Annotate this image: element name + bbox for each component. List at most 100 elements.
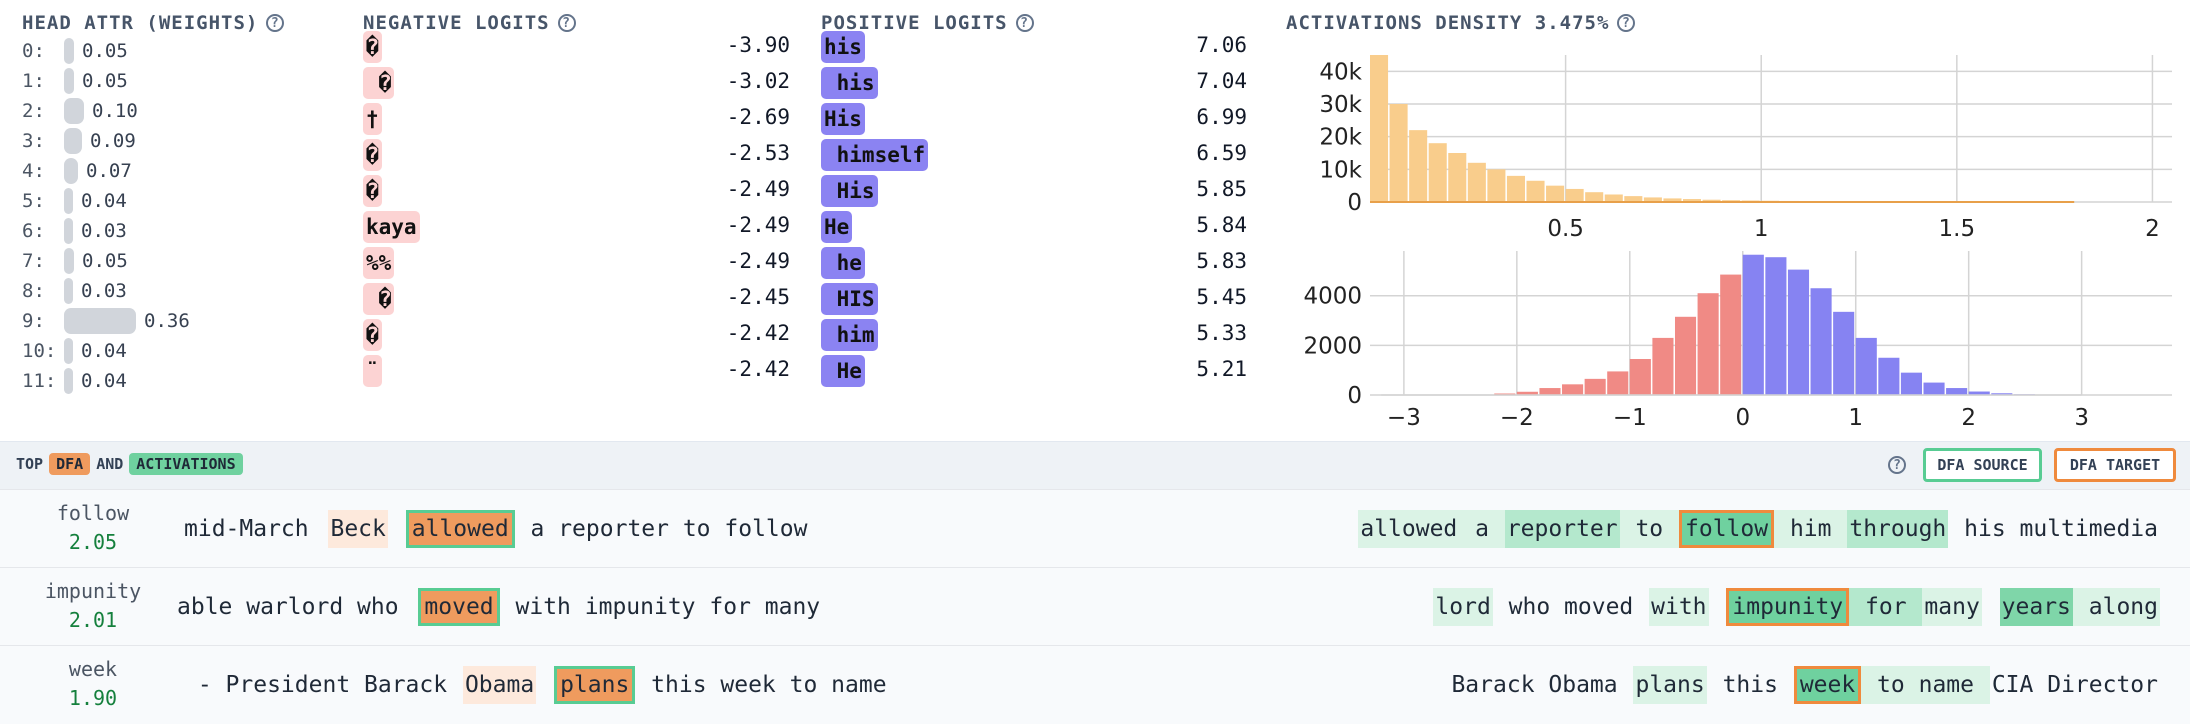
positive-logit-row: He — [821, 353, 865, 389]
target-token: a — [1459, 510, 1505, 548]
head-weight-bar — [64, 98, 84, 124]
head-weight-bar — [64, 368, 73, 394]
source-token: - President Barack — [182, 666, 463, 704]
target-token: years — [2000, 588, 2073, 626]
negative-logit-value: -2.45 — [700, 285, 790, 309]
source-token: with impunity for many — [500, 588, 823, 626]
negative-token: kaya — [363, 211, 420, 243]
head-attr-row: 10:0.04 — [22, 336, 127, 366]
head-index: 10: — [22, 340, 64, 362]
x-tick-label: −2 — [1500, 405, 1534, 431]
target-token: to name — [1861, 666, 1990, 704]
dfa-target-context: lord who moved with impunity for many ye… — [1433, 588, 2160, 626]
target-token: CIA Director — [1990, 666, 2160, 704]
head-weight-value: 0.04 — [81, 190, 127, 212]
histogram-bar — [1487, 169, 1505, 202]
negative-logit-value: -2.49 — [700, 249, 790, 273]
head-weight-bar — [64, 68, 74, 94]
head-attr-row: 0:0.05 — [22, 36, 128, 66]
y-tick-label: 30k — [1319, 92, 1362, 118]
positive-logit-value: 7.04 — [1157, 69, 1247, 93]
positive-logit-row: His — [821, 173, 878, 209]
positive-logit-value: 5.83 — [1157, 249, 1247, 273]
histogram-bar — [1946, 388, 1967, 395]
help-icon[interactable]: ? — [558, 14, 576, 32]
histogram-bar — [1585, 192, 1603, 202]
negative-logit-row: � — [363, 29, 382, 65]
head-index: 6: — [22, 220, 64, 242]
help-icon[interactable]: ? — [266, 14, 284, 32]
positive-logit-row: he — [821, 245, 865, 281]
source-token: able warlord who — [175, 588, 401, 626]
positive-logit-row: His — [821, 101, 865, 137]
dfa-target-button[interactable]: DFA TARGET — [2054, 448, 2176, 482]
help-icon[interactable]: ? — [1617, 14, 1635, 32]
histogram-bar — [1562, 384, 1583, 395]
dfa-activation-value: 2.01 — [18, 608, 168, 632]
x-tick-label: 2 — [1961, 405, 1976, 431]
dfa-source-button[interactable]: DFA SOURCE — [1923, 448, 2042, 482]
histogram-bar — [1526, 181, 1544, 202]
positive-token: him — [821, 319, 878, 351]
x-tick-label: 3 — [2074, 405, 2089, 431]
positive-logit-value: 5.45 — [1157, 285, 1247, 309]
positive-logit-row: his — [821, 29, 865, 65]
head-weight-bar — [64, 128, 82, 154]
head-attr-row: 2:0.10 — [22, 96, 138, 126]
negative-logit-row: † — [363, 101, 382, 137]
positive-token: He — [821, 355, 865, 387]
x-tick-label: 1 — [1754, 216, 1769, 242]
density-title-text: ACTIVATIONS DENSITY 3.475% — [1286, 12, 1609, 34]
x-tick-label: −3 — [1387, 405, 1421, 431]
source-token — [536, 666, 554, 704]
dfa-pill: DFA — [49, 453, 90, 475]
histogram-bar — [1901, 373, 1922, 395]
histogram-bar — [1370, 55, 1388, 202]
y-tick-label: 10k — [1319, 157, 1362, 183]
target-token: follow — [1679, 510, 1774, 548]
y-tick-label: 2000 — [1303, 333, 1362, 359]
head-index: 3: — [22, 130, 64, 152]
negative-logits-title-text: NEGATIVE LOGITS — [363, 12, 550, 34]
negative-logit-value: -2.53 — [700, 141, 790, 165]
target-token: him — [1774, 510, 1847, 548]
histogram-bar — [1856, 338, 1877, 395]
head-weight-value: 0.07 — [86, 160, 132, 182]
positive-token: He — [821, 211, 852, 243]
y-tick-label: 0 — [1347, 383, 1362, 409]
negative-logit-row: � — [363, 65, 394, 101]
source-token: allowed — [406, 510, 515, 548]
head-attr-row: 9:0.36 — [22, 306, 190, 336]
positive-token: his — [821, 31, 865, 63]
dfa-token-label: follow — [18, 501, 168, 525]
head-weight-value: 0.10 — [92, 100, 138, 122]
target-token: along — [2073, 588, 2160, 626]
head-weight-bar — [64, 278, 73, 304]
histogram-bar — [1788, 270, 1809, 395]
negative-token: � — [363, 175, 382, 207]
head-weight-value: 0.09 — [90, 130, 136, 152]
x-tick-label: −1 — [1613, 405, 1647, 431]
negative-logits-title: NEGATIVE LOGITS ? — [363, 12, 576, 34]
negative-logit-row: � — [363, 137, 382, 173]
head-index: 5: — [22, 190, 64, 212]
help-icon[interactable]: ? — [1888, 456, 1906, 474]
head-attr-row: 8:0.03 — [22, 276, 127, 306]
dfa-source-context: able warlord who moved with impunity for… — [175, 588, 822, 626]
negative-token: %% — [363, 247, 394, 279]
positive-token: His — [821, 103, 865, 135]
positive-logit-value: 6.59 — [1157, 141, 1247, 165]
histogram-bar — [1448, 153, 1466, 202]
positive-token: his — [821, 67, 878, 99]
help-icon[interactable]: ? — [1016, 14, 1034, 32]
x-tick-label: 1.5 — [1939, 216, 1976, 242]
top-label: TOP — [16, 455, 43, 473]
histogram-bar — [1923, 383, 1944, 395]
target-token — [1982, 588, 2000, 626]
source-token: moved — [418, 588, 499, 626]
negative-logit-value: -2.69 — [700, 105, 790, 129]
dfa-target-context: Barack Obama plans this week to name CIA… — [1449, 666, 2160, 704]
